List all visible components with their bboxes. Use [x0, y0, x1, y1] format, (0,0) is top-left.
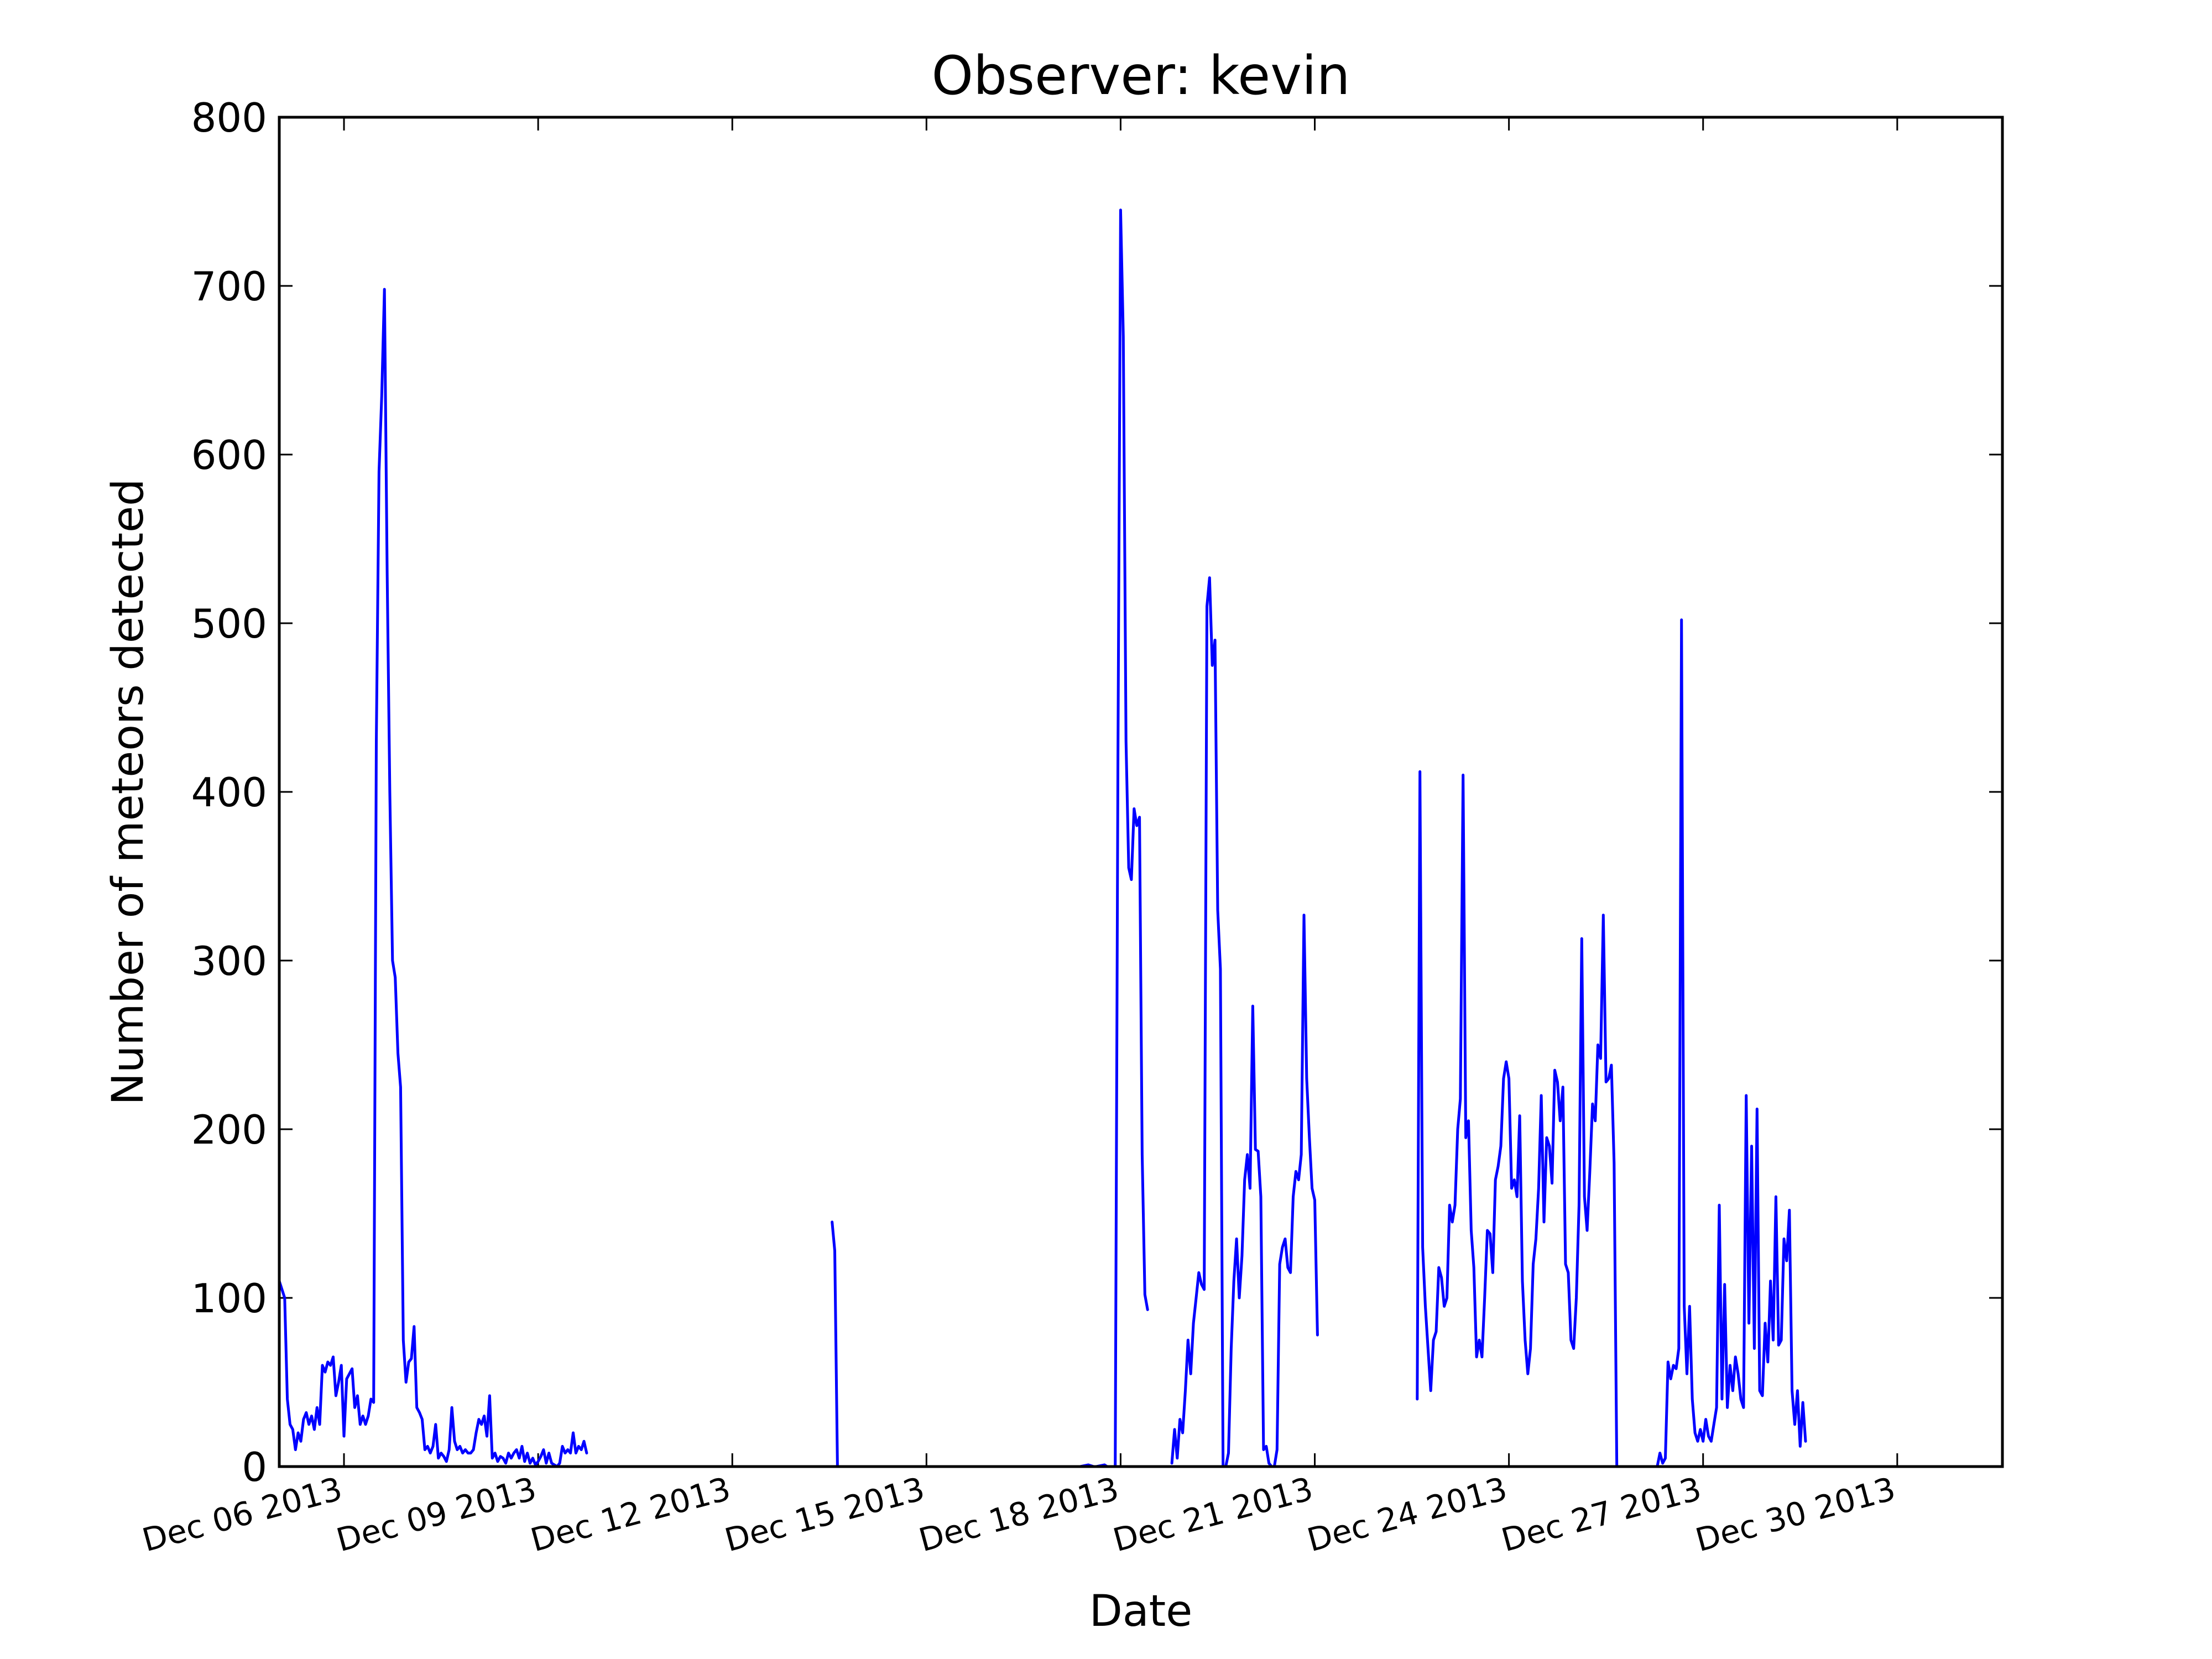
x-tick-label: Dec 15 2013 — [721, 1470, 928, 1559]
x-tick-label: Dec 30 2013 — [1692, 1470, 1899, 1559]
x-tick-label: Dec 24 2013 — [1303, 1470, 1511, 1559]
x-tick-label: Dec 09 2013 — [332, 1470, 540, 1559]
y-tick-label: 600 — [191, 432, 267, 478]
x-tick-label: Dec 27 2013 — [1498, 1470, 1705, 1559]
x-axis-label: Date — [1089, 1587, 1192, 1636]
series-segment-4 — [1114, 208, 1149, 1468]
y-tick-label: 400 — [191, 769, 267, 816]
y-tick-label: 300 — [191, 938, 267, 984]
y-axis: 0 100 200 300 400 500 600 700 800 — [191, 95, 2002, 1490]
x-tick-label: Dec 21 2013 — [1109, 1470, 1317, 1559]
y-tick-label: 700 — [191, 263, 267, 310]
plot-area — [278, 208, 1807, 1468]
series-segment-1 — [831, 1220, 872, 1468]
x-tick-label: Dec 18 2013 — [915, 1470, 1123, 1559]
y-tick-label: 800 — [191, 95, 267, 141]
series-segment-0 — [278, 288, 588, 1468]
y-tick-label: 0 — [242, 1444, 267, 1490]
y-tick-label: 100 — [191, 1275, 267, 1322]
series-segment-5 — [1170, 576, 1319, 1468]
y-tick-label: 200 — [191, 1107, 267, 1153]
y-tick-label: 500 — [191, 601, 267, 647]
plot-frame — [278, 116, 2004, 1468]
y-axis-label: Number of meteors detected — [103, 479, 153, 1105]
series-segment-7 — [1656, 618, 1807, 1468]
series-segment-6 — [1416, 770, 1619, 1468]
chart-title: Observer: kevin — [931, 45, 1350, 107]
x-tick-label: Dec 12 2013 — [526, 1470, 734, 1559]
